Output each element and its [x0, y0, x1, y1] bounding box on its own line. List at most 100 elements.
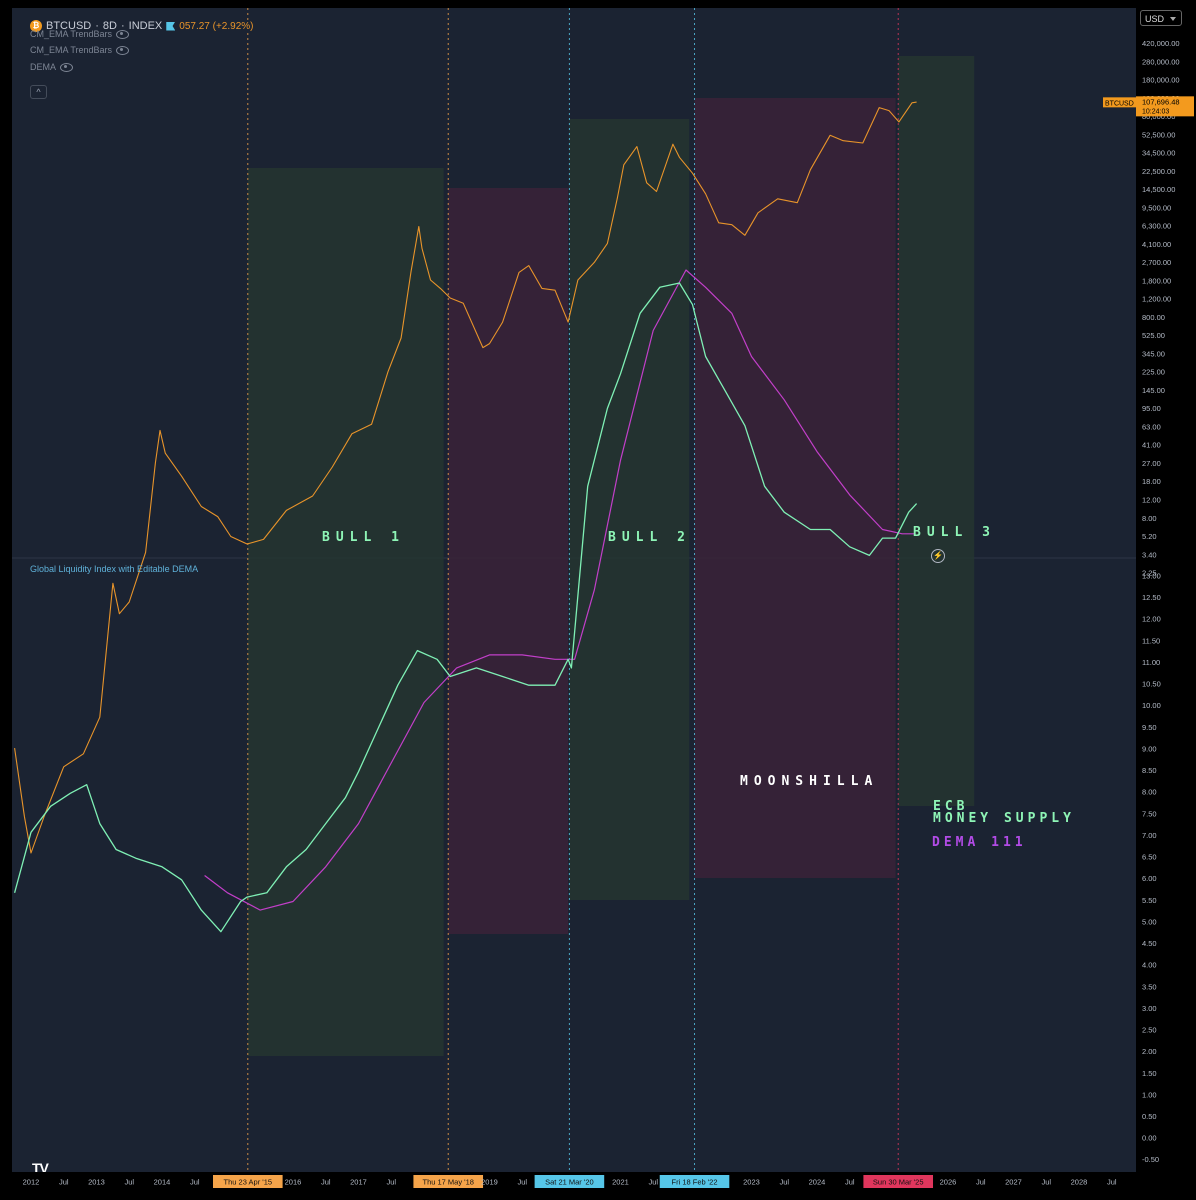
date-highlight-label: Sun 30 Mar '25 [873, 1178, 924, 1187]
date-highlight-label: Fri 18 Feb '22 [671, 1178, 717, 1187]
currency-select[interactable]: USD [1140, 10, 1182, 26]
bull-3-label: BULL 3 [913, 525, 996, 540]
eye-icon[interactable] [116, 45, 130, 55]
price-tick: 145.00 [1142, 386, 1165, 395]
bear-zone [694, 98, 896, 878]
time-tick: 2023 [743, 1178, 760, 1187]
time-tick: 2024 [809, 1178, 826, 1187]
price-tag-symbol-bg [1103, 97, 1136, 108]
price-tick: 3.40 [1142, 550, 1157, 559]
price-tick: 525.00 [1142, 331, 1165, 340]
price-tick: 1,800.00 [1142, 276, 1171, 285]
indicator-legend-1[interactable]: CM_EMA TrendBars [30, 29, 130, 39]
btc-price-line [14, 101, 917, 854]
time-tick: Jul [517, 1178, 527, 1187]
liquidity-tick: 4.00 [1142, 961, 1157, 970]
liquidity-tick: 10.00 [1142, 701, 1161, 710]
exchange: INDEX [128, 20, 163, 32]
date-highlight-bg [213, 1175, 283, 1188]
date-highlight-bg [534, 1175, 605, 1188]
liquidity-tick: 4.50 [1142, 939, 1157, 948]
date-highlight-label: Sat 21 Mar '20 [545, 1178, 594, 1187]
liquidity-tick: 8.00 [1142, 788, 1157, 797]
indicator-label: DEMA [30, 62, 57, 72]
price-tick: 22,500.00 [1142, 167, 1175, 176]
indicator-legend-2[interactable]: CM_EMA TrendBars [30, 45, 130, 55]
liquidity-tick: 7.00 [1142, 831, 1157, 840]
price-change: 057.27 (+2.92%) [179, 20, 254, 32]
price-tick: 1,200.00 [1142, 295, 1171, 304]
time-tick: 2013 [88, 1178, 105, 1187]
time-tick: Jul [1107, 1178, 1117, 1187]
liquidity-tick: 9.50 [1142, 723, 1157, 732]
price-tick: 9,500.00 [1142, 203, 1171, 212]
price-tick: 12.00 [1142, 496, 1161, 505]
liquidity-tick: 1.50 [1142, 1069, 1157, 1078]
eye-icon[interactable] [60, 62, 74, 72]
eye-icon[interactable] [116, 29, 130, 39]
dema-line [204, 269, 916, 911]
time-tick: Jul [976, 1178, 986, 1187]
liquidity-tick: 9.00 [1142, 744, 1157, 753]
liquidity-tick: 0.00 [1142, 1134, 1157, 1143]
indicator-label: CM_EMA TrendBars [30, 45, 113, 55]
time-axis[interactable]: 2012 Jul 2013 Jul 2014 Jul Thu 23 Apr '15 2016 J… [12, 1172, 1196, 1200]
time-tick: 2021 [612, 1178, 629, 1187]
lightning-icon[interactable]: ⚡ [931, 549, 945, 563]
liquidity-tick: 6.50 [1142, 853, 1157, 862]
time-tick: 2017 [350, 1178, 367, 1187]
price-tick: 52,500.00 [1142, 130, 1175, 139]
price-tag-countdown: 10:24:03 [1142, 108, 1169, 115]
time-tick: Jul [648, 1178, 658, 1187]
liquidity-tick: 3.50 [1142, 982, 1157, 991]
bull-zone [247, 168, 444, 1056]
date-highlight-bg [413, 1175, 484, 1188]
indicator-legend-3[interactable]: DEMA [30, 62, 74, 72]
time-tick: Jul [321, 1178, 331, 1187]
bear-zone [448, 188, 569, 934]
time-tick: Jul [386, 1178, 396, 1187]
money-supply-label: MONEY SUPPLY [933, 811, 1075, 826]
time-tick: 2019 [481, 1178, 498, 1187]
liquidity-tick: 0.50 [1142, 1112, 1157, 1121]
date-highlight-bg [659, 1175, 730, 1188]
price-tick: 27.00 [1142, 459, 1161, 468]
indicator-label: CM_EMA TrendBars [30, 29, 113, 39]
price-tick: 14,500.00 [1142, 185, 1175, 194]
chart-area[interactable]: BULL 1 BULL 2 BULL 3 MOONSHILLA ECB MONEY SUP… [12, 8, 1148, 1172]
date-highlight-label: Thu 23 Apr '15 [224, 1178, 273, 1187]
date-highlight-bg [863, 1175, 934, 1188]
ecb-label: ECB [933, 799, 968, 814]
price-axis-svg: 420,000.00280,000.00180,000.00120,000.00… [1136, 39, 1194, 1164]
liquidity-tick: 7.50 [1142, 809, 1157, 818]
bull-1-label: BULL 1 [322, 530, 405, 545]
bull-zone [898, 56, 975, 806]
liquidity-tick: 8.50 [1142, 766, 1157, 775]
symbol-name[interactable]: BTCUSD [46, 20, 92, 32]
liquidity-line [13, 282, 918, 933]
price-tick: 800.00 [1142, 313, 1165, 322]
price-axis[interactable]: 420,000.00280,000.00180,000.00120,000.00… [1136, 8, 1196, 1172]
tradingview-logo-icon[interactable]: TV [32, 1160, 49, 1172]
moonshilla-label: MOONSHILLA [740, 774, 878, 789]
price-tick: 280,000.00 [1142, 57, 1180, 66]
liquidity-tick: 6.00 [1142, 874, 1157, 883]
dema-label: DEMA 111 [932, 835, 1027, 850]
time-tick: 2012 [23, 1178, 40, 1187]
symbol-header[interactable]: ₿ BTCUSD · 8D · INDEX 057.27 (+2.92%) [30, 20, 254, 32]
price-tag-symbol: BTCUSD [1105, 100, 1134, 107]
collapse-legend-button[interactable]: ^ [30, 85, 47, 99]
liquidity-tick: 5.50 [1142, 896, 1157, 905]
price-tick: 345.00 [1142, 349, 1165, 358]
price-tag-value: 107,696.48 [1142, 97, 1180, 106]
liquidity-tick: 11.50 [1142, 636, 1160, 645]
flag-icon[interactable] [166, 21, 176, 31]
lower-pane-title: Global Liquidity Index with Editable DEM… [30, 564, 199, 574]
liquidity-tick: 13.00 [1142, 572, 1161, 581]
interval[interactable]: 8D [102, 20, 117, 32]
price-tick: 420,000.00 [1142, 39, 1180, 48]
price-tick: 5.20 [1142, 532, 1157, 541]
liquidity-tick: 1.00 [1142, 1090, 1157, 1099]
time-tick: 2027 [1005, 1178, 1022, 1187]
